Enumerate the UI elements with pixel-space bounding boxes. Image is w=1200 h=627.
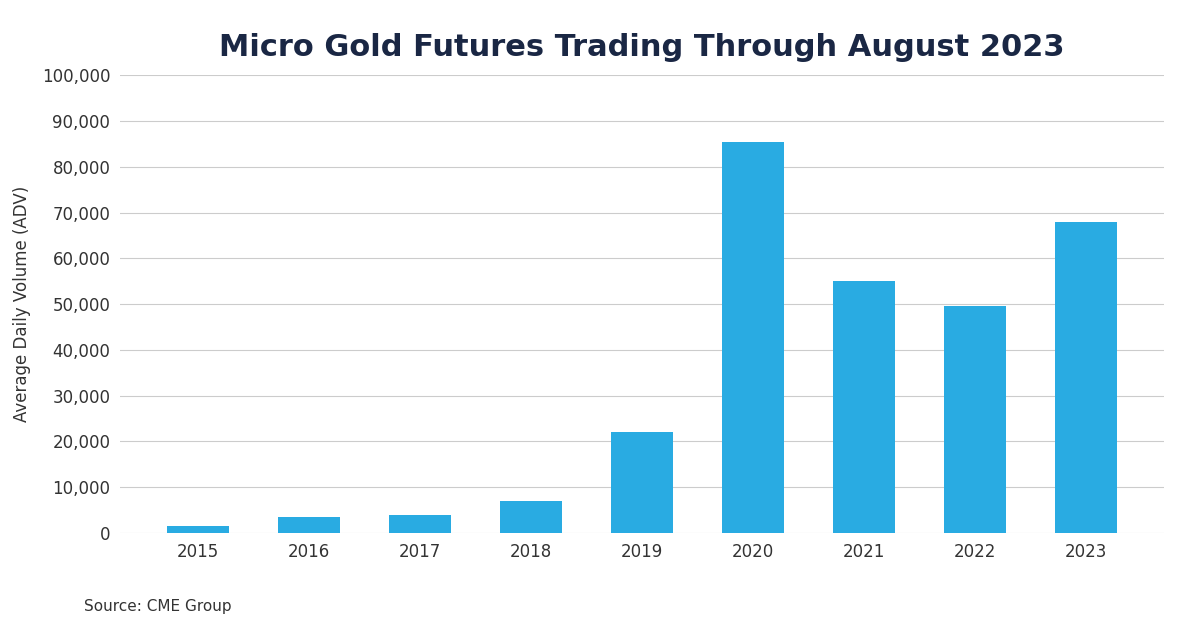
Bar [1056,222,1116,533]
Text: Source: CME Group: Source: CME Group [84,599,232,614]
Bar [944,307,1006,533]
Bar [722,142,784,533]
Bar [168,526,228,533]
Bar [612,432,672,533]
Bar [278,517,340,533]
Y-axis label: Average Daily Volume (ADV): Average Daily Volume (ADV) [13,186,31,422]
Title: Micro Gold Futures Trading Through August 2023: Micro Gold Futures Trading Through Augus… [220,33,1064,62]
Bar [500,501,562,533]
Bar [390,515,450,533]
Bar [834,281,894,533]
